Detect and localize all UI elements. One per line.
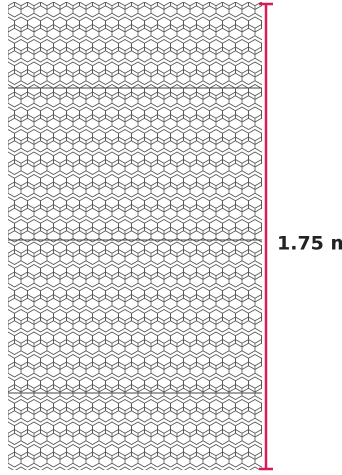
mesh-seams	[8, 87, 262, 394]
dimension-line	[259, 2, 273, 471]
dimension-label: 1.75 m	[277, 233, 342, 255]
wire-mesh	[8, 2, 262, 470]
